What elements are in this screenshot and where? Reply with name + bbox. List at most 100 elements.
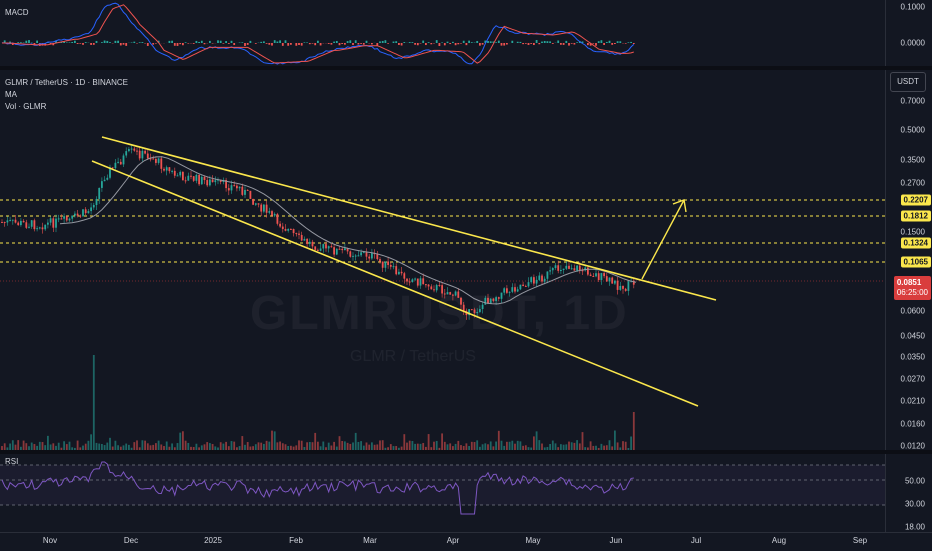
candle bbox=[34, 220, 36, 229]
volume-bar bbox=[498, 431, 500, 450]
volume-bar bbox=[133, 442, 135, 450]
macd-histogram-bar bbox=[347, 41, 349, 43]
macd-histogram-bar bbox=[279, 40, 281, 43]
macd-histogram-bar bbox=[422, 41, 424, 43]
candle bbox=[93, 205, 95, 207]
candle bbox=[52, 218, 54, 227]
macd-histogram-bar bbox=[341, 43, 343, 44]
rsi-pane[interactable]: RSI bbox=[0, 454, 885, 532]
macd-histogram-bar bbox=[20, 42, 22, 43]
macd-histogram-bar bbox=[104, 41, 106, 43]
macd-histogram-bar bbox=[457, 43, 459, 44]
macd-axis[interactable]: 0.1000 0.0000 bbox=[885, 0, 932, 66]
volume-bar bbox=[271, 431, 273, 450]
volume-bar bbox=[241, 436, 243, 450]
candle bbox=[371, 253, 373, 258]
volume-bar bbox=[366, 442, 368, 450]
macd-histogram-bar bbox=[90, 43, 92, 45]
macd-histogram-bar bbox=[106, 41, 108, 43]
macd-histogram-bar bbox=[282, 43, 284, 46]
last-price-tag[interactable]: 0.0851 06:25:00 bbox=[894, 276, 931, 300]
volume-bar bbox=[403, 434, 405, 450]
macd-histogram-bar bbox=[66, 42, 68, 43]
volume-bar bbox=[341, 441, 343, 450]
candle bbox=[565, 266, 567, 269]
candle bbox=[398, 272, 400, 274]
volume-bar bbox=[306, 442, 308, 450]
macd-histogram-bar bbox=[395, 41, 397, 43]
candle bbox=[28, 227, 30, 228]
volume-bar bbox=[382, 440, 384, 450]
macd-histogram-bar bbox=[541, 42, 543, 43]
candle bbox=[74, 214, 76, 216]
candle bbox=[484, 298, 486, 305]
macd-histogram-bar bbox=[592, 43, 594, 44]
candle bbox=[425, 284, 427, 285]
candle bbox=[277, 214, 279, 224]
level-tag[interactable]: 0.1324 bbox=[901, 238, 931, 249]
macd-histogram-bar bbox=[179, 43, 181, 44]
candle bbox=[412, 279, 414, 282]
volume-bar bbox=[579, 443, 581, 450]
candle bbox=[619, 286, 621, 290]
candle bbox=[506, 288, 508, 293]
macd-histogram-bar bbox=[155, 43, 157, 44]
time-label: 2025 bbox=[204, 536, 222, 545]
volume-bar bbox=[268, 442, 270, 450]
level-tag[interactable]: 0.1812 bbox=[901, 211, 931, 222]
price-tick: 0.0350 bbox=[901, 353, 925, 362]
macd-pane[interactable]: MACD bbox=[0, 0, 885, 66]
candle bbox=[39, 227, 41, 228]
macd-histogram-bar bbox=[379, 41, 381, 43]
macd-histogram-bar bbox=[425, 43, 427, 45]
channel-upper-line bbox=[102, 137, 716, 300]
volume-bar bbox=[449, 443, 451, 450]
macd-histogram-bar bbox=[212, 43, 214, 44]
candle bbox=[1, 222, 3, 223]
macd-histogram-bar bbox=[479, 43, 481, 46]
macd-histogram-bar bbox=[533, 43, 535, 45]
volume-bar bbox=[444, 442, 446, 450]
macd-histogram-bar bbox=[187, 43, 189, 44]
candle bbox=[598, 273, 600, 280]
volume-bar bbox=[576, 440, 578, 450]
price-tick: 0.2700 bbox=[901, 179, 925, 188]
candle bbox=[455, 292, 457, 296]
candle bbox=[587, 268, 589, 275]
price-axis[interactable]: 0.7000 0.5000 0.3500 0.2700 0.1500 0.060… bbox=[885, 70, 932, 450]
currency-unit-button[interactable]: USDT bbox=[890, 72, 926, 92]
macd-histogram-bar bbox=[217, 40, 219, 43]
price-tick: 0.0450 bbox=[901, 332, 925, 341]
macd-histogram-bar bbox=[250, 41, 252, 43]
level-tag[interactable]: 0.2207 bbox=[901, 195, 931, 206]
volume-bar bbox=[501, 441, 503, 450]
level-tag[interactable]: 0.1065 bbox=[901, 257, 931, 268]
volume-bar bbox=[428, 434, 430, 450]
macd-histogram-bar bbox=[333, 42, 335, 43]
volume-bar bbox=[274, 431, 276, 450]
candle bbox=[622, 286, 624, 289]
macd-histogram-bar bbox=[260, 42, 262, 43]
volume-bar bbox=[471, 442, 473, 450]
macd-histogram-bar bbox=[560, 43, 562, 45]
main-price-pane[interactable]: GLMR / TetherUS · 1D · BINANCE MA Vol · … bbox=[0, 70, 885, 450]
candle bbox=[88, 211, 90, 213]
volume-bar bbox=[511, 441, 513, 450]
rsi-axis[interactable]: 50.00 30.00 18.00 bbox=[885, 454, 932, 532]
time-axis[interactable] bbox=[0, 532, 932, 551]
candle bbox=[128, 149, 130, 151]
candle bbox=[285, 229, 287, 231]
candle bbox=[96, 199, 98, 205]
candle bbox=[579, 266, 581, 271]
volume-bar bbox=[457, 441, 459, 450]
volume-bar bbox=[409, 441, 411, 450]
macd-histogram-bar bbox=[595, 43, 597, 46]
volume-bar bbox=[441, 433, 443, 450]
macd-histogram-bar bbox=[587, 43, 589, 45]
candle bbox=[147, 154, 149, 159]
volume-bar bbox=[317, 442, 319, 450]
volume-bar bbox=[590, 441, 592, 450]
macd-histogram-bar bbox=[123, 43, 125, 45]
macd-histogram-bar bbox=[182, 43, 184, 45]
volume-bar bbox=[279, 442, 281, 450]
